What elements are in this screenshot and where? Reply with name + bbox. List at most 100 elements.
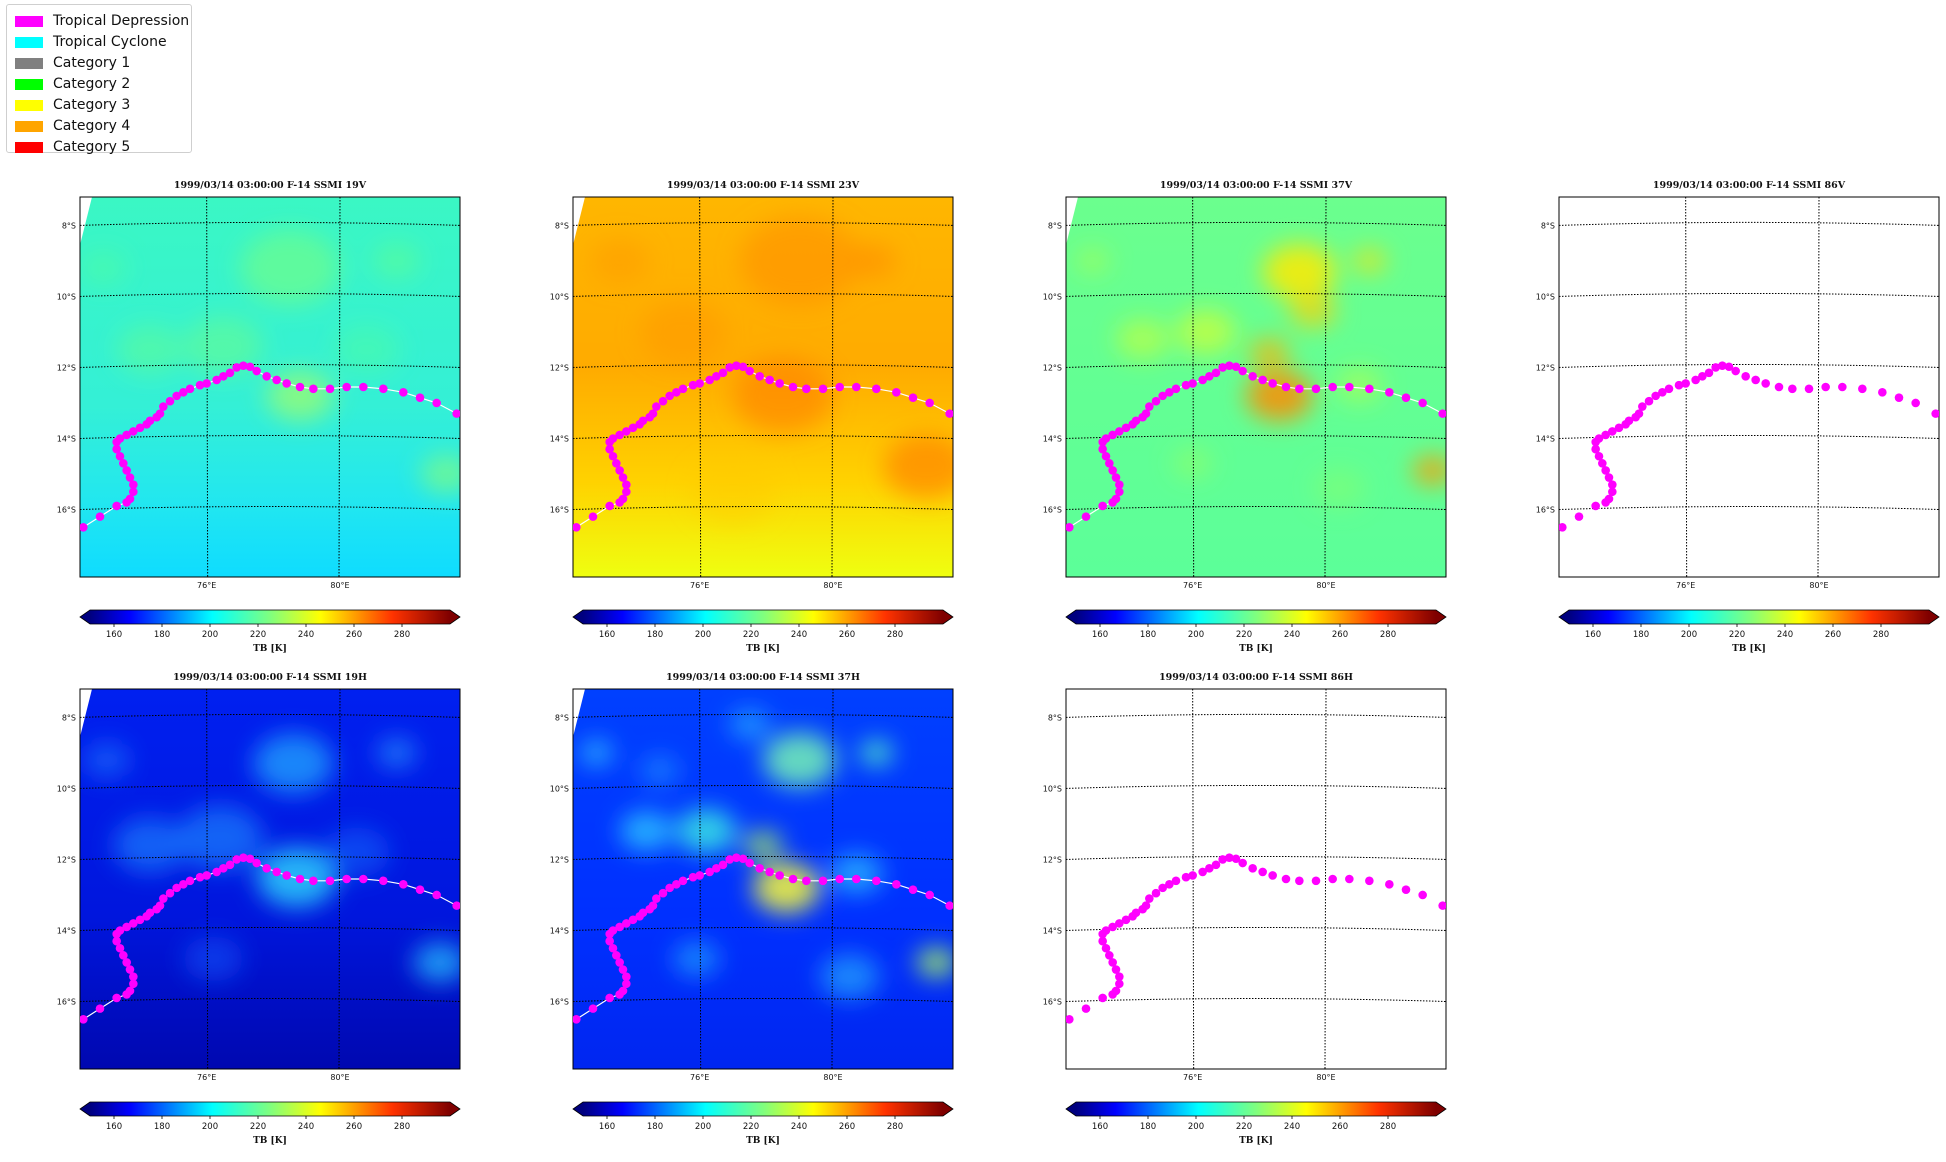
track-point (1311, 876, 1321, 886)
colorbar-tick-label: 200 (1188, 630, 1204, 640)
track-point (652, 402, 661, 411)
track-point (359, 874, 368, 884)
parallel-line (1066, 506, 1446, 511)
colorbar-tick-label: 200 (695, 630, 711, 640)
track-point (129, 480, 138, 489)
track-point (129, 972, 138, 981)
legend-swatch (15, 78, 43, 90)
track-point (622, 480, 631, 489)
track-point (252, 858, 261, 868)
colorbar-label: TB [K] (1239, 1136, 1273, 1146)
track-point (605, 444, 614, 454)
lat-tick-label: 10°S (1043, 292, 1062, 301)
colorbar-tick-label: 240 (1284, 630, 1300, 640)
brightness-blob (323, 827, 390, 878)
track-point (179, 880, 188, 889)
track-point (802, 876, 811, 886)
track-point (695, 871, 704, 880)
map-svg: 1999/03/14 03:00:00 F-14 SSMI 37V 8°S 10°S… (1043, 180, 1447, 654)
colorbar-gradient (1076, 1102, 1436, 1116)
storm-track (1066, 361, 1446, 532)
track-point (1911, 398, 1920, 408)
parallel-line (80, 221, 460, 226)
track-point (239, 853, 248, 862)
parallel-line (573, 713, 953, 718)
lat-tick-label: 12°S (1043, 363, 1062, 372)
lat-tick-label: 10°S (1536, 292, 1555, 301)
track-point (1401, 885, 1411, 894)
colorbar-tick-label: 220 (743, 630, 759, 640)
track-point (1198, 375, 1207, 385)
legend-swatch (15, 120, 43, 132)
parallel-line (573, 506, 953, 511)
parallel-line (1066, 926, 1446, 931)
track-point (262, 864, 271, 873)
lat-tick-label: 16°S (550, 506, 569, 515)
lat-tick-label: 16°S (1536, 506, 1555, 515)
track-point (379, 384, 388, 394)
panel-ssmi-86h: 1999/03/14 03:00:00 F-14 SSMI 86H 8°S 10°S… (1042, 672, 1542, 1162)
track-point (1145, 402, 1154, 411)
track-point (1328, 382, 1337, 392)
colorbar-label: TB [K] (1732, 644, 1766, 654)
track-point (1711, 363, 1720, 372)
colorbar-max-extend (450, 1102, 460, 1116)
parallel-line (1066, 434, 1446, 439)
brightness-field (573, 689, 953, 1069)
legend-label: Tropical Depression (53, 13, 190, 29)
track-point (872, 876, 881, 886)
track-point (1141, 409, 1151, 418)
brightness-blob (1116, 319, 1170, 360)
meridian-line (831, 197, 834, 577)
track-point (115, 943, 125, 953)
brightness-blob (1172, 448, 1213, 479)
track-point (225, 860, 235, 870)
track-point (745, 858, 754, 868)
track-point (1438, 901, 1446, 910)
track-point (1878, 388, 1887, 397)
track-point (272, 867, 281, 877)
track-point (688, 380, 698, 390)
track-point (1101, 943, 1111, 953)
track-point (295, 874, 305, 884)
track-point (1858, 384, 1867, 394)
track-point (705, 375, 714, 385)
storm-track (80, 853, 460, 1024)
brightness-blob (420, 454, 460, 495)
track-point (219, 372, 228, 381)
track-point (775, 871, 784, 880)
parallel-line (1559, 221, 1939, 226)
brightness-blob (763, 732, 837, 788)
track-point (622, 427, 631, 436)
track-point (1894, 393, 1904, 402)
track-point (1101, 926, 1111, 935)
track-point (1328, 874, 1337, 884)
colorbar-label: TB [K] (746, 644, 780, 654)
parallel-line (573, 855, 953, 860)
parallel-line (80, 855, 460, 860)
colorbar-tick-label: 160 (599, 1122, 615, 1132)
colorbar-tick-label: 240 (791, 630, 807, 640)
brightness-blob (689, 459, 777, 525)
colorbar-tick-label: 200 (695, 1122, 711, 1132)
colorbar-outline (79, 609, 461, 625)
lat-tick-label: 8°S (1048, 221, 1062, 230)
track-point (622, 919, 631, 928)
colorbar-tick-label: 280 (1873, 630, 1889, 640)
map-svg: 1999/03/14 03:00:00 F-14 SSMI 23V 8°S 10°S… (550, 180, 954, 654)
track-point (605, 501, 614, 511)
map-frame (1065, 688, 1447, 1070)
track-point (738, 854, 748, 864)
track-point (309, 384, 318, 394)
colorbar-min-extend (573, 610, 583, 624)
track-point (325, 384, 335, 394)
track-point (245, 362, 255, 372)
colorbar-tick-label: 180 (1140, 630, 1156, 640)
colorbar: 160 180 200 220 240 260 280 TB [K] (1065, 609, 1447, 654)
brightness-blob (729, 709, 770, 740)
track-point (1115, 972, 1124, 981)
track-point (608, 943, 618, 953)
track-point (342, 382, 351, 392)
brightness-blob (743, 830, 783, 861)
brightness-blob (240, 230, 340, 306)
